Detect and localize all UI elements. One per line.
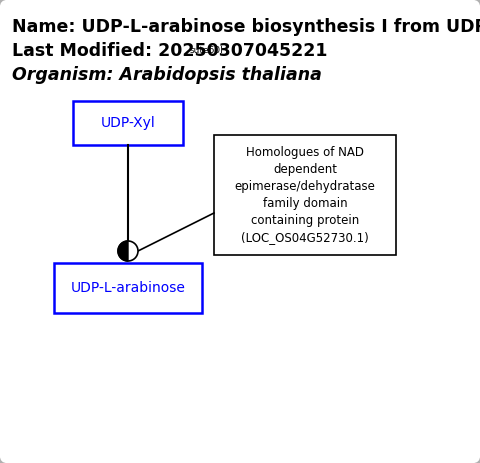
Text: UDP-Xyl: UDP-Xyl: [101, 116, 156, 130]
Bar: [214, 135, 396, 255]
Text: Organism: Arabidopsis thaliana: Organism: Arabidopsis thaliana: [12, 66, 322, 84]
Text: Last Modified: 20250307045221: Last Modified: 20250307045221: [12, 42, 327, 60]
Text: Name: UDP-L-arabinose biosynthesis I from UDP-xylo: Name: UDP-L-arabinose biosynthesis I fro…: [12, 18, 480, 36]
Bar: [54, 263, 202, 313]
Bar: [73, 101, 183, 145]
Polygon shape: [118, 241, 128, 261]
Text: sute60l: sute60l: [190, 46, 224, 55]
Circle shape: [118, 241, 138, 261]
Text: Homologues of NAD
dependent
epimerase/dehydratase
family domain
containing prote: Homologues of NAD dependent epimerase/de…: [235, 146, 375, 244]
Text: UDP-L-arabinose: UDP-L-arabinose: [71, 281, 185, 295]
